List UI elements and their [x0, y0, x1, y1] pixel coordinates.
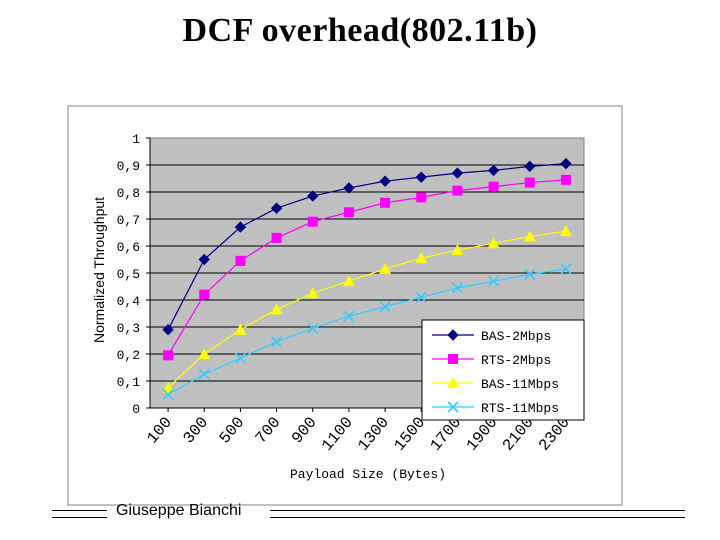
point-marker	[524, 160, 536, 173]
point-marker	[198, 368, 210, 380]
point-marker	[451, 282, 463, 294]
legend: BAS-2Mbps RTS-2Mbps BAS-11Mbps RTS-11Mbps	[421, 319, 585, 421]
point-marker	[560, 263, 572, 275]
x-axis-label: Payload Size (Bytes)	[290, 467, 446, 482]
point-marker	[487, 237, 500, 249]
point-marker	[306, 287, 319, 299]
footer-rule-left	[52, 510, 107, 518]
point-marker	[270, 303, 283, 315]
y-tick-label: 0,7	[117, 213, 140, 228]
point-marker	[270, 202, 283, 214]
legend-entry: RTS-11Mbps	[432, 401, 559, 416]
series-line	[167, 163, 566, 330]
point-marker	[560, 157, 572, 170]
legend-entry: BAS-2Mbps	[432, 329, 551, 344]
point-marker	[488, 275, 500, 287]
point-marker	[416, 192, 427, 203]
point-marker	[452, 185, 463, 196]
point-marker	[487, 164, 500, 177]
y-tick-label: 0,6	[117, 240, 140, 255]
point-marker	[307, 322, 319, 334]
y-tick-label: 0,8	[117, 186, 140, 201]
point-marker	[447, 329, 459, 341]
point-marker	[199, 289, 210, 300]
point-marker	[448, 354, 458, 364]
series-rts-2mbps	[163, 174, 571, 361]
y-tick-label: 0,3	[117, 321, 140, 336]
footer-author: Giuseppe Bianchi	[116, 502, 242, 519]
point-marker	[162, 388, 174, 401]
series-bas-2mbps	[162, 157, 572, 336]
point-marker	[379, 262, 392, 274]
y-axis-ticks: 0 0,1 0,2 0,3 0,4 0,5 0,6 0,7 0,8 0,9 1	[117, 132, 150, 417]
point-marker	[307, 190, 319, 202]
point-marker	[379, 175, 391, 187]
slide-title: DCF overhead(802.11b)	[182, 12, 538, 49]
point-marker	[234, 352, 246, 364]
y-tick-label: 1	[132, 132, 140, 147]
point-marker	[488, 181, 499, 192]
y-tick-label: 0,9	[117, 159, 140, 174]
point-marker	[447, 401, 459, 413]
point-marker	[380, 197, 391, 208]
legend-label: BAS-2Mbps	[481, 329, 551, 344]
point-marker	[235, 255, 246, 266]
point-marker	[451, 244, 464, 256]
point-marker	[198, 348, 211, 359]
point-marker	[415, 252, 428, 264]
point-marker	[524, 177, 535, 188]
point-marker	[415, 291, 427, 303]
point-marker	[451, 167, 464, 179]
y-tick-label: 0,5	[117, 267, 140, 282]
y-tick-label: 0	[132, 402, 140, 417]
series-rts-11mbps	[162, 263, 572, 401]
point-marker	[559, 225, 572, 237]
series-bas-11mbps	[162, 225, 572, 393]
point-marker	[447, 377, 459, 388]
point-marker	[307, 216, 318, 227]
point-marker	[342, 275, 355, 287]
point-marker	[234, 323, 247, 335]
point-marker	[523, 230, 536, 242]
point-marker	[415, 171, 427, 183]
point-marker	[379, 301, 391, 313]
y-axis-label: Normalized Throughput	[91, 197, 107, 343]
legend-entry: RTS-2Mbps	[432, 353, 551, 368]
point-marker	[162, 381, 175, 393]
footer: Giuseppe Bianchi	[0, 500, 720, 530]
point-marker	[163, 350, 174, 361]
point-marker	[560, 174, 571, 185]
y-tick-label: 0,4	[117, 294, 141, 309]
series-line	[167, 230, 567, 389]
y-tick-label: 0,1	[117, 375, 141, 390]
legend-label: RTS-11Mbps	[481, 401, 559, 416]
legend-label: RTS-2Mbps	[481, 353, 551, 368]
series-line	[167, 179, 566, 356]
point-marker	[198, 253, 210, 266]
point-marker	[271, 232, 282, 243]
point-marker	[234, 221, 247, 233]
point-marker	[162, 323, 174, 336]
legend-label: BAS-11Mbps	[481, 377, 559, 392]
footer-rule-right	[270, 510, 685, 518]
y-tick-label: 0,2	[117, 348, 140, 363]
point-marker	[343, 310, 355, 322]
point-marker	[343, 207, 354, 218]
series-line	[167, 268, 567, 396]
point-marker	[343, 182, 355, 194]
point-marker	[524, 268, 536, 280]
legend-entry: BAS-11Mbps	[432, 377, 559, 392]
point-marker	[271, 336, 283, 348]
series-layer	[162, 157, 572, 401]
